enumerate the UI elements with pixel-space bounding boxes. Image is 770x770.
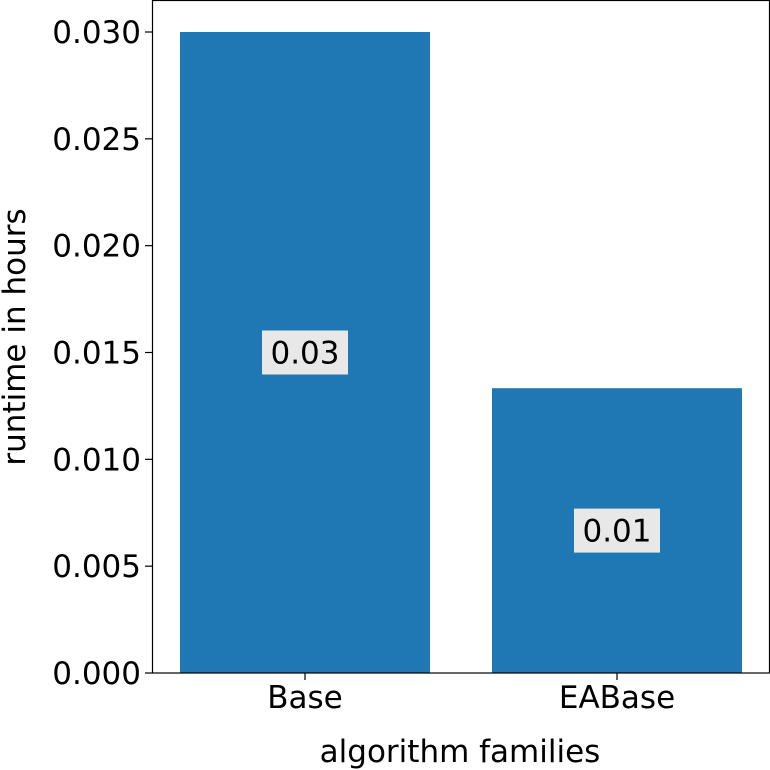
data-label-box [262,330,348,375]
y-ticks-layer: 0.000 0.005 0.010 0.015 0.020 0.025 0.030 [52,15,152,692]
y-tick-label: 0.005 [52,549,141,585]
y-tick-label: 0.020 [52,229,141,265]
x-tick-label-base: Base [267,680,343,716]
y-tick-label: 0.010 [52,442,141,478]
y-tick-label: 0.025 [52,122,141,158]
data-label-text: 0.03 [270,336,339,372]
x-ticks-layer: Base EABase [267,673,675,716]
x-axis-title: algorithm families [320,734,601,770]
data-label-box [574,508,660,553]
y-axis-title: runtime in hours [0,208,33,465]
y-tick-label: 0.000 [52,656,141,692]
y-tick-label: 0.030 [52,15,141,51]
data-label-text: 0.01 [582,514,651,550]
data-label-eabase: 0.01 [574,508,660,553]
x-tick-label-eabase: EABase [559,680,675,716]
data-labels-layer: 0.03 0.01 [262,330,660,553]
y-tick-label: 0.015 [52,336,141,372]
data-label-base: 0.03 [262,330,348,375]
